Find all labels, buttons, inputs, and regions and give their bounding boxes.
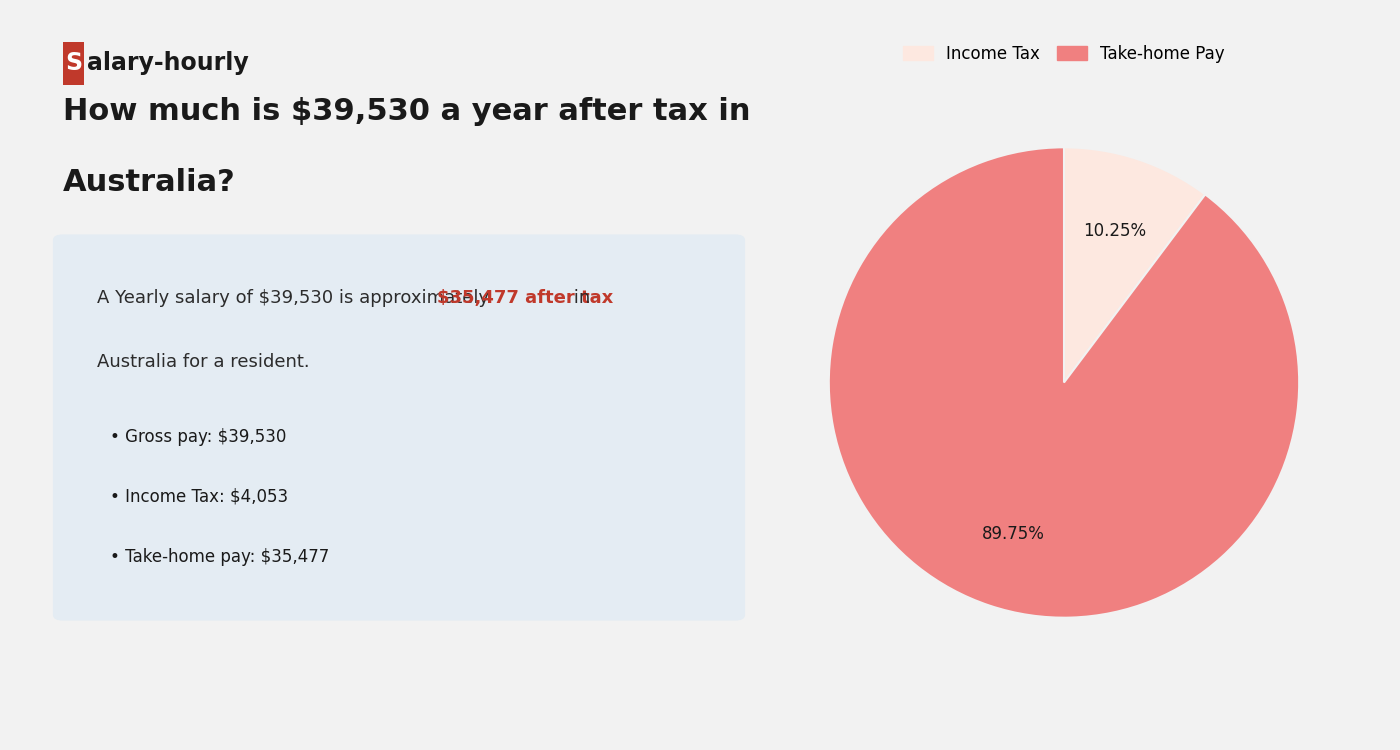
- Legend: Income Tax, Take-home Pay: Income Tax, Take-home Pay: [896, 38, 1232, 69]
- FancyBboxPatch shape: [53, 234, 745, 621]
- FancyBboxPatch shape: [63, 42, 84, 85]
- Text: • Gross pay: $39,530: • Gross pay: $39,530: [111, 427, 287, 445]
- Text: S: S: [64, 51, 83, 75]
- Text: $35,477 after tax: $35,477 after tax: [437, 289, 613, 307]
- Text: • Take-home pay: $35,477: • Take-home pay: $35,477: [111, 548, 329, 566]
- Text: Australia for a resident.: Australia for a resident.: [97, 352, 309, 370]
- Wedge shape: [829, 147, 1299, 618]
- Text: How much is $39,530 a year after tax in: How much is $39,530 a year after tax in: [63, 98, 750, 127]
- Text: • Income Tax: $4,053: • Income Tax: $4,053: [111, 488, 288, 506]
- Text: Australia?: Australia?: [63, 168, 235, 196]
- Text: alary-hourly: alary-hourly: [87, 51, 249, 75]
- Text: 10.25%: 10.25%: [1084, 222, 1147, 240]
- Text: 89.75%: 89.75%: [981, 525, 1044, 543]
- Text: in: in: [568, 289, 591, 307]
- Text: A Yearly salary of $39,530 is approximately: A Yearly salary of $39,530 is approximat…: [97, 289, 494, 307]
- Wedge shape: [1064, 147, 1205, 382]
